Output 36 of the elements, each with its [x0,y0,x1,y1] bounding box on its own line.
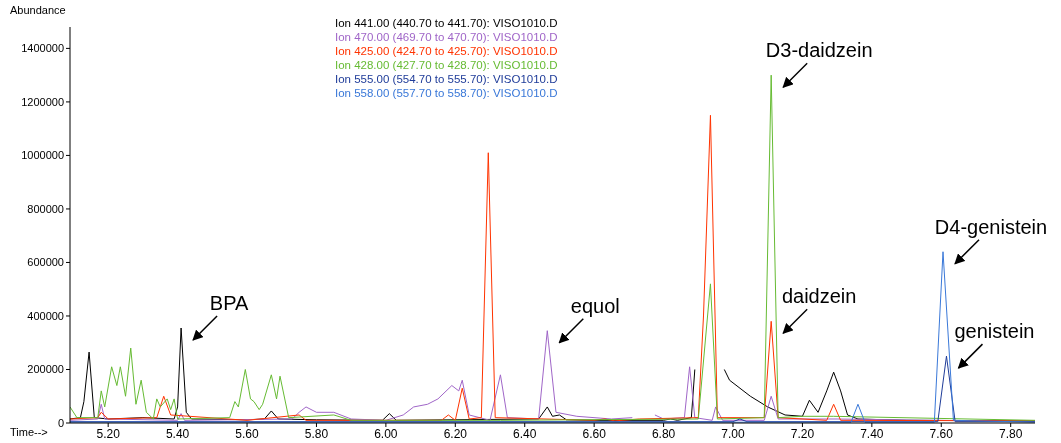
text: Ion 558.00 (557.70 to 558.70): VISO1010.D [335,86,558,100]
y-tick-label: 1400000 [21,42,64,55]
x-tick-label: 7.80 [999,426,1023,441]
x-tick-label: 5.20 [96,426,121,441]
annotation: genistein [954,320,1035,343]
x-tick-label: 7.00 [721,426,746,441]
x-tick-label: 6.60 [582,426,607,441]
y-tick-label: 0 [57,416,64,429]
x-tick-label: 5.80 [304,426,329,441]
y-tick-label: 200000 [27,363,64,376]
annotation: D4-genistein [934,215,1048,238]
annotation: D3-daidzein [765,39,873,62]
x-tick-label: 6.00 [374,426,398,441]
x-tick-label: 6.80 [651,426,676,441]
annotation: equol [570,294,620,317]
x-tick-label: 5.40 [165,426,190,441]
y-axis-title: Abundance [10,4,66,16]
y-tick-label: 400000 [27,309,64,322]
x-tick-label: 5.60 [235,426,260,441]
x-tick-label: 7.20 [790,426,815,441]
text: Ion 470.00 (469.70 to 470.70): VISO1010.D [335,30,558,44]
annotation: BPA [209,292,249,315]
x-tick-label: 7.40 [860,426,884,441]
annotation: daidzein [781,285,857,308]
text: Ion 555.00 (554.70 to 555.70): VISO1010.D [335,72,558,86]
y-tick-label: 600000 [27,256,64,269]
text: Ion 428.00 (427.70 to 428.70): VISO1010.D [335,58,558,72]
x-tick-label: 6.20 [443,426,468,441]
y-tick-label: 1200000 [21,95,64,108]
x-axis-title: Time--> [10,426,48,438]
x-tick-label: 7.60 [929,426,954,441]
y-tick-label: 800000 [27,202,64,215]
y-tick-label: 1000000 [21,149,64,162]
text: Ion 425.00 (424.70 to 425.70): VISO1010.D [335,44,558,58]
text: Ion 441.00 (440.70 to 441.70): VISO1010.D [335,16,558,30]
x-tick-label: 6.40 [513,426,537,441]
